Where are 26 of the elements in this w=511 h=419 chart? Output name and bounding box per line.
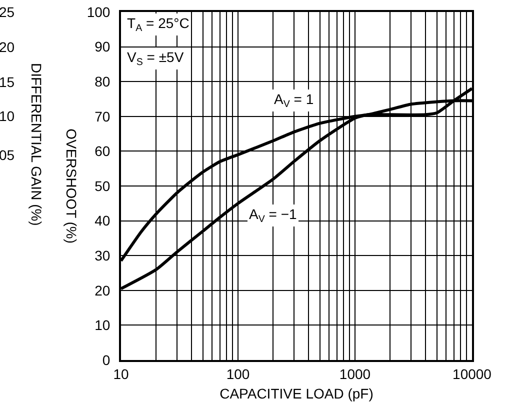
y-axis-title: OVERSHOOT (%) [63,128,80,244]
text: 15 [0,74,15,90]
x-tick-label: 10000 [452,366,492,382]
text: DIFFERENTIAL GAIN (%) [28,63,44,226]
series-label: A$_{V}$ = −1 [249,206,298,225]
y-tick-label: 60 [94,143,110,160]
y-tick-label: 0 [102,352,110,368]
y-tick-label: 70 [94,108,110,124]
text: 10 [0,108,15,124]
y-tick-label: 80 [94,74,110,90]
x-axis-title: CAPACITIVE LOAD (pF) [220,386,374,402]
text: 20 [0,39,15,55]
series-label: A$_{V}$ = 1 [274,91,314,110]
y-tick-label: 100 [86,4,110,20]
y-tick-label: 20 [94,282,110,298]
x-tick-label: 10 [113,366,129,382]
annotation: V$_{S}$ = ±5V [127,49,184,68]
x-tick-label: 100 [226,366,250,382]
y-tick-label: 40 [94,212,110,229]
y-tick-label: 30 [94,248,110,264]
text: 25 [0,4,15,20]
y-tick-label: 90 [94,38,110,55]
y-tick-label: 10 [94,317,110,334]
annotation: T$_{A}$ = 25°C [127,15,190,34]
y-tick-label: 50 [94,178,110,194]
x-tick-label: 1000 [339,366,371,382]
